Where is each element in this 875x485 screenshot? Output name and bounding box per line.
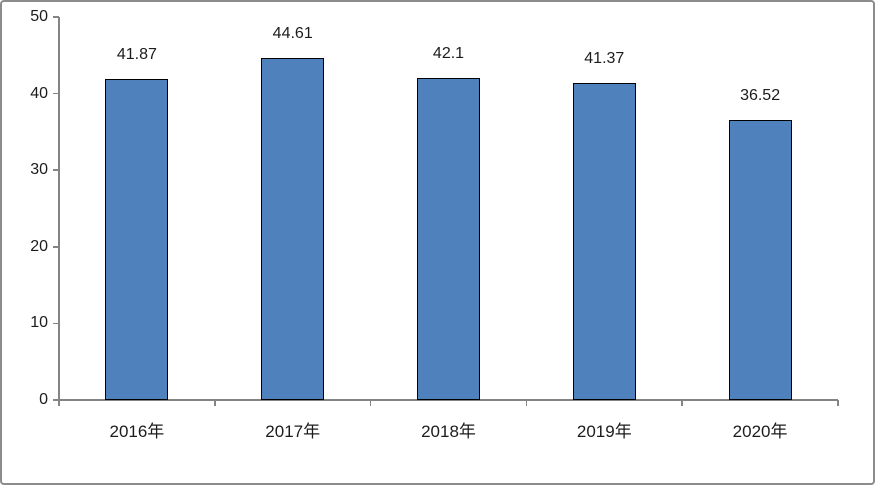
x-axis-label: 2020年 bbox=[732, 422, 788, 441]
bar-value-label: 44.61 bbox=[272, 25, 313, 43]
x-tick bbox=[681, 400, 683, 406]
y-tick bbox=[53, 92, 59, 95]
bar-2016年 bbox=[105, 79, 169, 400]
x-tick bbox=[369, 400, 372, 406]
y-axis-label: 30 bbox=[30, 161, 48, 179]
y-tick bbox=[53, 322, 59, 325]
y-tick bbox=[53, 246, 59, 248]
y-tick bbox=[53, 169, 59, 171]
bar-2017年 bbox=[261, 58, 325, 400]
x-axis-line bbox=[59, 399, 838, 401]
bar-value-label: 42.1 bbox=[432, 44, 465, 62]
x-axis-label: 2019年 bbox=[576, 422, 632, 441]
y-axis-line bbox=[58, 17, 60, 406]
y-tick bbox=[53, 16, 59, 18]
x-tick bbox=[837, 400, 839, 406]
x-axis-label: 2016年 bbox=[109, 422, 165, 441]
bar-value-label: 36.52 bbox=[740, 87, 781, 105]
y-axis-label: 10 bbox=[30, 314, 48, 332]
bar-value-label: 41.87 bbox=[116, 46, 157, 64]
bar-2019年 bbox=[572, 83, 636, 400]
y-axis-label: 0 bbox=[39, 391, 48, 408]
y-axis-label: 20 bbox=[30, 237, 48, 255]
y-axis-label: 50 bbox=[30, 8, 48, 25]
y-tick bbox=[53, 399, 59, 401]
x-axis-label: 2018年 bbox=[421, 422, 476, 441]
x-tick bbox=[214, 400, 216, 406]
x-tick bbox=[58, 400, 60, 406]
bar-2020年 bbox=[728, 120, 792, 400]
x-axis-label: 2017年 bbox=[265, 422, 321, 441]
bar-value-label: 41.37 bbox=[584, 50, 625, 68]
y-axis-label: 40 bbox=[30, 84, 48, 102]
x-tick bbox=[525, 400, 528, 406]
bar-2018年 bbox=[417, 77, 480, 400]
